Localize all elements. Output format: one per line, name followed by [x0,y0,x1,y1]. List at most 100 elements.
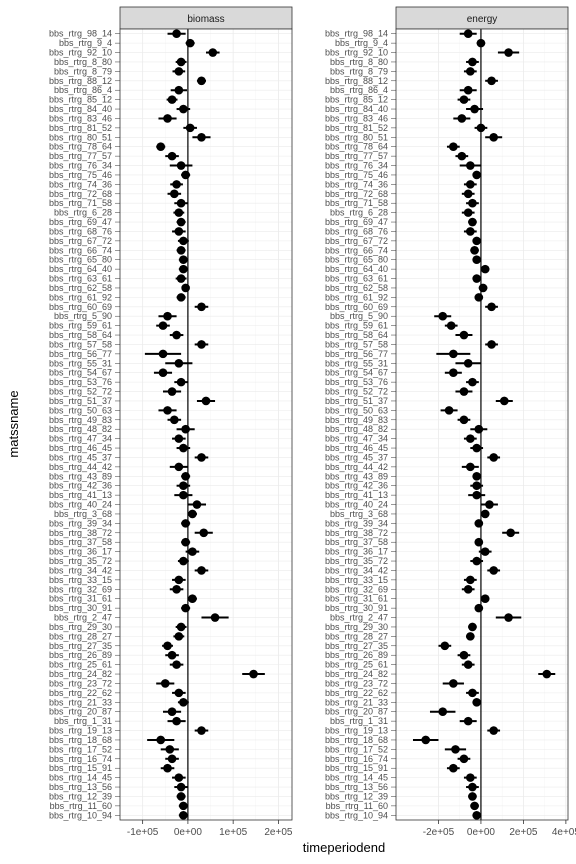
point-energy [489,453,498,462]
y-tick-label-biomass: bbs_rtrg_11_60 [50,801,112,811]
y-tick-label-energy: bbs_rtrg_71_58 [325,198,388,208]
y-tick-label-biomass: bbs_rtrg_33_15 [49,575,112,585]
point-energy [472,697,481,707]
point-energy [459,330,469,340]
point-energy [463,358,473,368]
y-tick-label-biomass: bbs_rtrg_42_36 [49,481,112,491]
point-energy [440,641,450,651]
point-energy [463,584,473,594]
point-energy [459,95,469,104]
y-tick-label-biomass: bbs_rtrg_41_13 [49,490,112,500]
y-tick-label-energy: bbs_rtrg_72_68 [325,189,388,199]
y-tick-label-energy: bbs_rtrg_92_10 [325,48,388,58]
y-tick-label-energy: bbs_rtrg_17_52 [325,744,388,754]
y-tick-label-biomass: bbs_rtrg_46_45 [49,443,112,453]
y-tick-label-biomass: bbs_rtrg_52_72 [49,387,112,397]
y-tick-label-biomass: bbs_rtrg_36_17 [49,547,112,557]
point-biomass [163,406,172,415]
point-energy [474,424,484,434]
y-tick-label-energy: bbs_rtrg_8_79 [330,66,388,76]
y-tick-label-energy: bbs_rtrg_15_91 [325,763,388,773]
point-biomass [163,311,172,321]
facet-panel-energy: energy -2e+05 0e+00 2e+05 4e+05 [395,6,576,838]
point-biomass [167,151,177,161]
point-energy [459,415,469,425]
facet-grid-energy [396,29,568,820]
y-tick-label-energy: bbs_rtrg_23_72 [325,678,388,688]
y-tick-label-biomass: bbs_rtrg_12_39 [49,791,112,801]
y-axis-title: matssname [6,390,21,457]
point-biomass [188,547,197,556]
point-biomass [197,566,206,575]
point-biomass [185,38,195,48]
point-energy [487,340,496,349]
y-tick-label-energy: bbs_rtrg_41_13 [325,490,388,500]
point-biomass [170,415,179,425]
y-tick-label-energy: bbs_rtrg_14_45 [325,773,388,783]
point-energy [472,443,481,453]
y-tick-label-biomass: bbs_rtrg_34_42 [49,565,112,575]
point-energy [459,650,469,660]
y-tick-label-biomass: bbs_rtrg_6_28 [54,208,112,218]
y-tick-label-biomass: bbs_rtrg_54_67 [49,368,112,378]
y-tick-label-energy: bbs_rtrg_85_12 [325,95,388,105]
point-biomass [174,632,184,641]
y-tick-label-energy: bbs_rtrg_66_74 [325,245,388,255]
y-tick-label-biomass: bbs_rtrg_39_34 [49,518,112,528]
point-energy [472,236,481,246]
panel-background-energy [396,29,568,820]
point-biomass [174,773,184,782]
y-tick-label-energy: bbs_rtrg_19_13 [325,726,388,736]
y-tick-label-biomass: bbs_rtrg_3_68 [54,509,112,519]
y-tick-labels-energy: bbs_rtrg_98_14bbs_rtrg_9_4bbs_rtrg_92_10… [325,29,396,820]
x-tick-label-energy: 2e+05 [509,827,538,838]
point-biomass [176,622,186,632]
y-tick-label-energy: bbs_rtrg_52_72 [325,387,388,397]
point-biomass [176,245,186,255]
point-biomass [170,189,179,199]
y-tick-label-energy: bbs_rtrg_67_72 [325,236,388,246]
facet-marks-biomass [144,29,265,820]
point-energy [466,227,475,236]
point-biomass [163,641,172,651]
point-biomass [179,801,188,811]
point-biomass [181,537,190,547]
y-tick-label-energy: bbs_rtrg_32_69 [325,584,388,594]
y-tick-label-energy: bbs_rtrg_60_69 [325,302,388,312]
y-tick-label-energy: bbs_rtrg_8_80 [330,57,388,67]
point-energy [472,481,481,491]
point-biomass [176,274,186,283]
point-biomass [179,481,188,491]
point-energy [459,387,469,396]
point-energy [468,622,477,632]
y-tick-label-biomass: bbs_rtrg_61_92 [49,292,112,302]
point-biomass [174,575,184,585]
facet-label-energy: energy [467,14,498,25]
point-energy [489,132,498,142]
facet-border-biomass [119,28,293,821]
facet-label-biomass: biomass [187,14,224,25]
point-biomass [174,227,184,236]
y-tick-label-energy: bbs_rtrg_34_42 [325,565,388,575]
point-energy [472,274,481,283]
point-biomass [188,509,197,519]
point-biomass [172,29,181,39]
y-tick-label-energy: bbs_rtrg_83_46 [325,113,388,123]
x-tick-label-biomass: 1e+05 [219,827,248,838]
y-tick-label-energy: bbs_rtrg_88_12 [325,76,388,86]
point-energy [457,151,467,161]
y-tick-label-energy: bbs_rtrg_81_52 [325,123,388,133]
y-tick-label-energy: bbs_rtrg_26_89 [325,650,388,660]
x-tick-label-biomass: 2e+05 [264,827,293,838]
y-tick-label-energy: bbs_rtrg_69_47 [325,217,388,227]
y-tick-label-energy: bbs_rtrg_58_64 [325,330,388,340]
y-tick-label-biomass: bbs_rtrg_66_74 [49,245,112,255]
y-tick-label-energy: bbs_rtrg_29_30 [325,622,388,632]
y-tick-label-biomass: bbs_rtrg_5_90 [54,311,112,321]
facet-grid-biomass [120,29,292,820]
y-tick-label-biomass: bbs_rtrg_63_61 [49,274,112,284]
y-tick-label-biomass: bbs_rtrg_8_79 [54,66,112,76]
point-biomass [181,603,190,613]
y-tick-label-biomass: bbs_rtrg_19_13 [49,726,112,736]
y-tick-label-energy: bbs_rtrg_33_15 [325,575,388,585]
